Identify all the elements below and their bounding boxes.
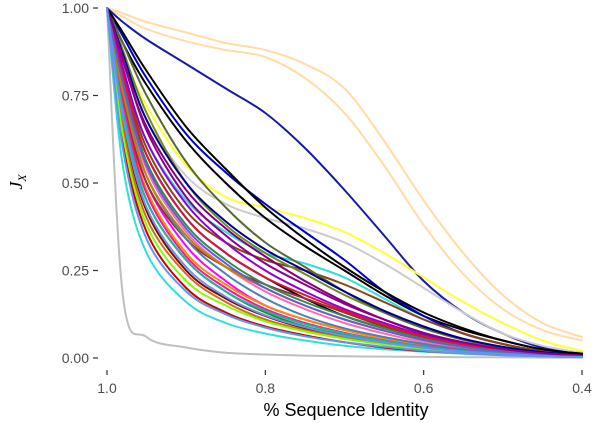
x-tick-label-1: 1.0 [97,380,117,396]
y-tick-label-2: 0.25 [62,263,89,279]
y-axis-title: JX [6,174,29,190]
series-line-2 [106,7,583,338]
series-line-34 [106,7,583,358]
series-line-5 [106,7,583,352]
y-axis-title-main: J [6,181,26,190]
y-axis-title-subscript: X [15,174,29,183]
series-layer [106,7,583,359]
series-line-37 [106,7,583,358]
series-line-33 [106,7,583,355]
y-tick-label-1: 0.00 [62,350,89,366]
axes-layer: 0.00 0.25 0.50 0.75 1.00 1.0 0.8 0.6 0.4 [62,0,592,396]
series-line-36 [106,7,583,359]
series-line-3 [106,7,583,342]
series-line-35 [106,7,583,357]
y-tick-label-5: 1.00 [62,0,89,16]
x-axis-title: % Sequence Identity [263,400,428,420]
series-line-31 [106,7,583,357]
x-tick-label-4: 0.4 [572,380,592,396]
x-tick-label-2: 0.8 [256,380,276,396]
y-tick-label-4: 0.75 [62,88,89,104]
series-line-28 [106,7,583,356]
x-tick-label-3: 0.6 [414,380,434,396]
y-tick-label-3: 0.50 [62,175,89,191]
series-line-1 [106,7,583,359]
